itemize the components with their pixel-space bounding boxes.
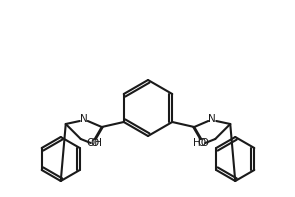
Text: HO: HO (193, 138, 209, 148)
Text: O: O (197, 138, 205, 148)
Text: O: O (91, 138, 99, 148)
Text: N: N (208, 114, 216, 124)
Text: N: N (80, 114, 88, 124)
Text: OH: OH (87, 138, 103, 148)
